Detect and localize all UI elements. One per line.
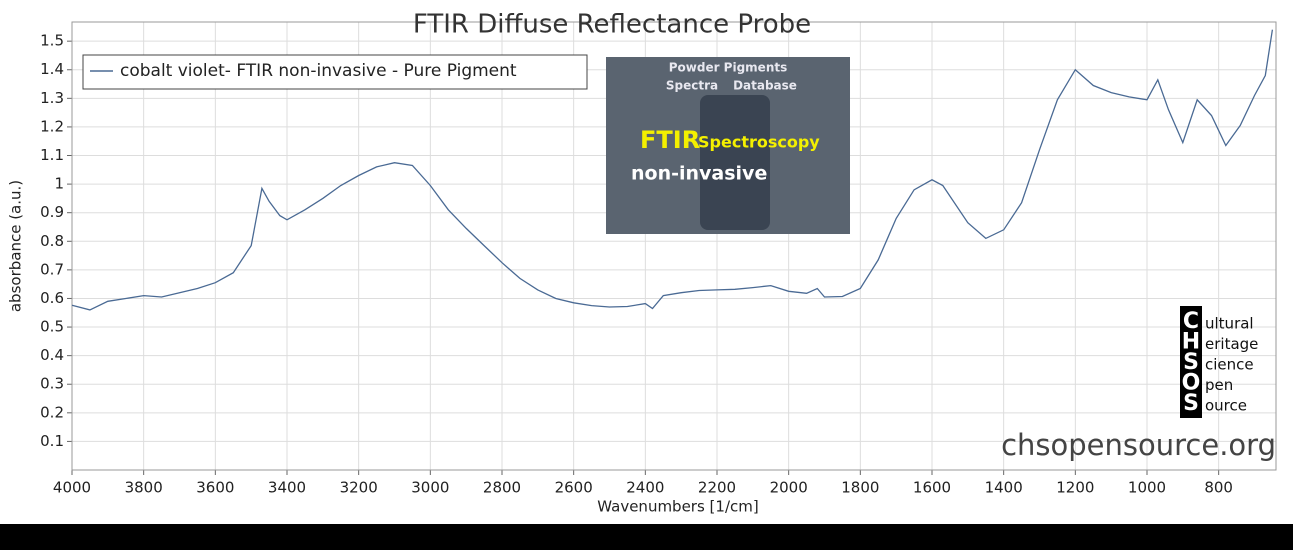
x-tick-label: 2600 [555, 479, 593, 497]
logo-letter: O [1182, 371, 1201, 396]
y-tick-label: 1.5 [40, 32, 64, 50]
inset-heading: FTIR [640, 126, 700, 154]
y-tick-label: 1 [54, 175, 64, 193]
y-tick-label: 0.4 [40, 346, 64, 364]
inset-sub: non-invasive [631, 163, 767, 185]
y-axis-label: absorbance (a.u.) [7, 180, 25, 312]
y-tick-label: 0.5 [40, 318, 64, 336]
x-tick-label: 3200 [340, 479, 378, 497]
x-tick-label: 3400 [268, 479, 306, 497]
logo-word: cience [1205, 356, 1254, 374]
y-tick-label: 1.3 [40, 89, 64, 107]
logo-word: ultural [1205, 315, 1254, 333]
series-line [71, 29, 1274, 311]
logo-letter: S [1183, 350, 1199, 375]
plot-frame [71, 21, 1277, 471]
x-tick-label: 2200 [698, 479, 736, 497]
inset-text: Spectra [666, 79, 718, 93]
logo-bar [1180, 306, 1202, 418]
x-tick-label: 1800 [841, 479, 879, 497]
x-tick-label: 4000 [53, 479, 91, 497]
x-tick-label: 3600 [196, 479, 234, 497]
legend-box [82, 54, 588, 90]
bottom-bar [0, 524, 1293, 550]
inset-image: Powder Pigments Spectra Database FTIR Sp… [606, 57, 850, 234]
chart-title: FTIR Diffuse Reflectance Probe [413, 10, 811, 40]
x-tick-label: 1400 [985, 479, 1023, 497]
x-tick-label: 1200 [1056, 479, 1094, 497]
y-tick-label: 0.2 [40, 403, 64, 421]
inset-text: Powder Pigments [669, 61, 788, 75]
y-tick-label: 0.7 [40, 260, 64, 278]
legend-label: cobalt violet- FTIR non-invasive - Pure … [120, 61, 517, 81]
x-tick-label: 2800 [483, 479, 521, 497]
legend: cobalt violet- FTIR non-invasive - Pure … [82, 54, 588, 90]
x-tick-label: 800 [1204, 479, 1233, 497]
grid [67, 22, 1276, 475]
logo-letter: S [1183, 391, 1199, 416]
y-tick-label: 0.6 [40, 289, 64, 307]
y-tick-label: 1.2 [40, 117, 64, 135]
y-tick-label: 1.4 [40, 60, 64, 78]
x-tick-label: 2400 [626, 479, 664, 497]
logo-word: pen [1205, 376, 1233, 394]
watermark: chsopensource.org [1001, 428, 1276, 462]
logo-word: eritage [1205, 335, 1258, 353]
inset-device [700, 95, 770, 230]
x-tick-label: 1600 [913, 479, 951, 497]
x-tick-label: 3000 [411, 479, 449, 497]
inset-text: Database [733, 79, 797, 93]
x-tick-label: 1000 [1128, 479, 1166, 497]
inset-heading: Spectroscopy [698, 133, 820, 152]
y-tick-label: 0.3 [40, 375, 64, 393]
logo-letter: H [1182, 330, 1200, 355]
logo-word: ource [1205, 397, 1247, 415]
x-tick-label: 2000 [770, 479, 808, 497]
y-tick-label: 0.9 [40, 203, 64, 221]
marks [71, 29, 1274, 311]
y-tick-label: 0.1 [40, 432, 64, 450]
logo-letter: C [1183, 309, 1199, 334]
x-axis-label: Wavenumbers [1/cm] [597, 498, 758, 516]
y-tick-label: 0.8 [40, 232, 64, 250]
x-tick-label: 3800 [125, 479, 163, 497]
y-tick-label: 1.1 [40, 146, 64, 164]
